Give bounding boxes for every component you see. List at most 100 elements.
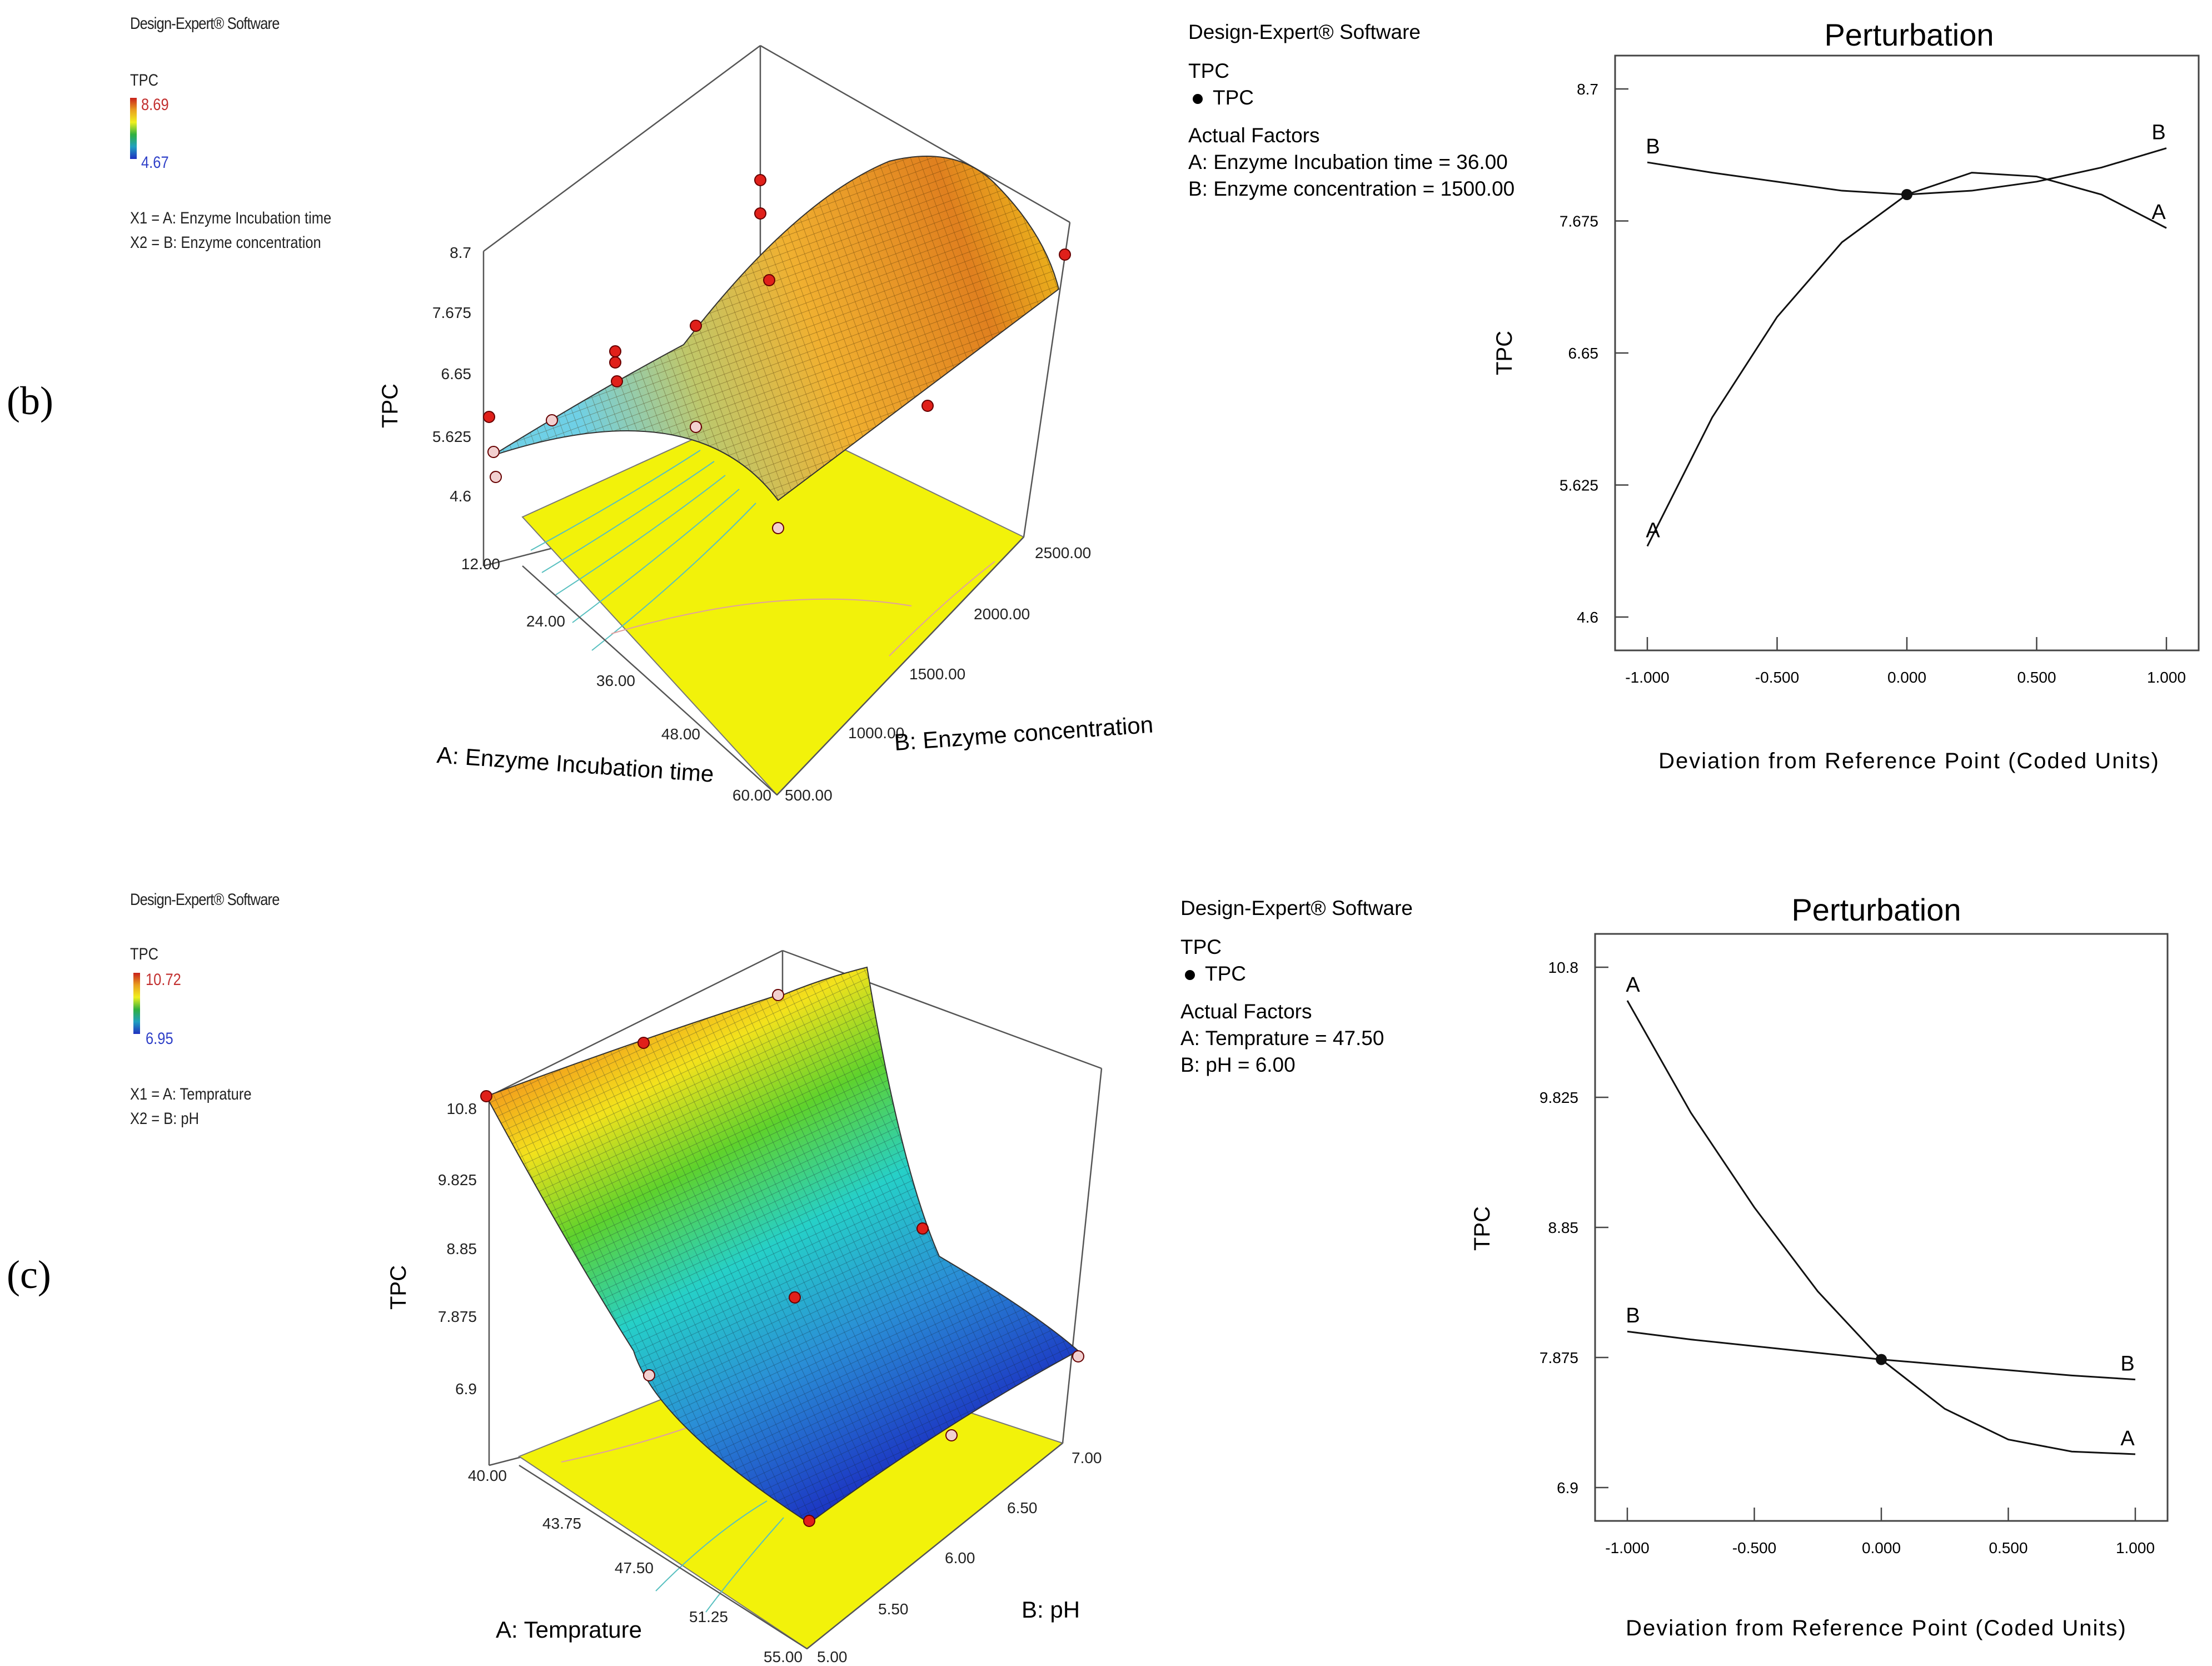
surface-c-software-header: Design-Expert® Software bbox=[130, 891, 280, 909]
surface-b-a-tick: 12.00 bbox=[461, 555, 500, 573]
chart-title: Perturbation bbox=[1791, 892, 1961, 927]
x-tick-label: -0.500 bbox=[1732, 1539, 1776, 1556]
surface-c-a-tick: 47.50 bbox=[615, 1559, 654, 1577]
y-axis-label: TPC bbox=[1470, 1206, 1494, 1251]
surface-b-b-ticks: 500.00 1000.00 1500.00 2000.00 2500.00 bbox=[785, 544, 1091, 804]
surface-b-color-low: 4.67 bbox=[141, 153, 169, 172]
factors-c: Design-Expert® Software TPC TPC Actual F… bbox=[1180, 895, 1413, 1078]
surface-b-software-header: Design-Expert® Software bbox=[130, 14, 280, 33]
surface-c-b-tick: 6.00 bbox=[945, 1549, 975, 1566]
y-tick-label: 7.675 bbox=[1560, 213, 1598, 230]
surface-c-b-tick: 5.00 bbox=[817, 1648, 848, 1665]
surface-c-b-ticks: 5.00 5.50 6.00 6.50 7.00 bbox=[817, 1449, 1102, 1665]
surface-b-z-tick: 8.7 bbox=[450, 244, 471, 261]
surface-b-b-tick: 500.00 bbox=[785, 787, 833, 804]
x-tick-label: 1.000 bbox=[2147, 669, 2186, 686]
design-point-icon bbox=[1185, 970, 1195, 981]
x-tick-label: -0.500 bbox=[1755, 669, 1799, 686]
factors-b-legend-entry: TPC bbox=[1188, 84, 1514, 111]
factors-b: Design-Expert® Software TPC TPC Actual F… bbox=[1188, 19, 1514, 202]
y-tick-label: 6.65 bbox=[1568, 345, 1599, 362]
factors-c-title: Actual Factors bbox=[1180, 1000, 1312, 1023]
factors-b-b: B: Enzyme concentration = 1500.00 bbox=[1188, 177, 1515, 200]
series-A-end-label: A bbox=[2151, 201, 2166, 224]
reference-point bbox=[1876, 1354, 1887, 1365]
series-A-start-label: A bbox=[1626, 973, 1640, 997]
y-tick-label: 6.9 bbox=[1557, 1479, 1578, 1496]
surface-b-b-tick: 2000.00 bbox=[974, 605, 1030, 623]
factors-c-a: A: Temprature = 47.50 bbox=[1180, 1027, 1384, 1050]
surface-b-a-ticks: 12.00 24.00 36.00 48.00 60.00 bbox=[461, 555, 771, 804]
surface-c-x1: X1 = A: Temprature bbox=[130, 1085, 252, 1103]
series-B-end-label: B bbox=[2120, 1352, 2134, 1376]
surface-b-a-tick: 48.00 bbox=[661, 725, 700, 743]
x-tick-label: 0.500 bbox=[2017, 669, 2056, 686]
x-axis-label: Deviation from Reference Point (Coded Un… bbox=[1658, 749, 2160, 773]
y-tick-label: 10.8 bbox=[1548, 959, 1579, 976]
series-A-line bbox=[1626, 1000, 2136, 1455]
y-tick-label: 5.625 bbox=[1560, 477, 1598, 494]
x-tick-label: 1.000 bbox=[2116, 1539, 2155, 1556]
panel-label-b: (b) bbox=[7, 379, 53, 423]
panel-label-c: (c) bbox=[7, 1252, 51, 1297]
surface-c-b-tick: 7.00 bbox=[1072, 1449, 1102, 1466]
surface-c-response-name: TPC bbox=[130, 945, 158, 963]
surface-b-a-tick: 36.00 bbox=[596, 672, 635, 689]
surface-c-b-tick: 6.50 bbox=[1007, 1499, 1038, 1516]
plot-frame bbox=[1594, 933, 2169, 1522]
surface-b-colorbar bbox=[130, 98, 137, 159]
surface-b-z-tick: 6.65 bbox=[441, 365, 472, 382]
surface-b-x2: X2 = B: Enzyme concentration bbox=[130, 233, 321, 252]
y-tick-label: 8.85 bbox=[1548, 1219, 1579, 1236]
y-tick-label: 7.875 bbox=[1540, 1349, 1578, 1366]
surface-b-z-label: TPC bbox=[378, 384, 402, 428]
surface-b-response-name: TPC bbox=[130, 71, 158, 89]
factors-b-title: Actual Factors bbox=[1188, 124, 1320, 147]
surface-b-floor-contours bbox=[530, 450, 995, 657]
surface-c-z-tick: 10.8 bbox=[447, 1100, 477, 1117]
reference-point bbox=[1901, 189, 1912, 200]
series-A-line bbox=[1646, 172, 2167, 547]
surface-b-z-tick: 5.625 bbox=[432, 428, 471, 445]
series-B-start-label: B bbox=[1646, 135, 1660, 158]
surface-b-legend: TPC bbox=[130, 71, 163, 90]
factors-c-legend-entry: TPC bbox=[1180, 961, 1413, 987]
surface-c-a-tick: 55.00 bbox=[764, 1648, 803, 1665]
surface-c-b-tick: 5.50 bbox=[878, 1600, 909, 1618]
surface-b-design-points bbox=[483, 174, 1071, 534]
factors-b-a: A: Enzyme Incubation time = 36.00 bbox=[1188, 151, 1508, 173]
surface-b-b-tick: 2500.00 bbox=[1035, 544, 1091, 561]
surface-c-colorbar bbox=[133, 973, 140, 1034]
surface-b-b-tick: 1500.00 bbox=[909, 665, 965, 683]
design-point-icon bbox=[1193, 94, 1203, 105]
y-tick-label: 8.7 bbox=[1577, 81, 1598, 98]
factors-c-response: TPC bbox=[1180, 936, 1222, 958]
surface-c-a-ticks: 40.00 43.75 47.50 51.25 55.00 bbox=[468, 1467, 803, 1665]
surface-c-x2: X2 = B: pH bbox=[130, 1110, 200, 1128]
surface-c-a-tick: 51.25 bbox=[689, 1608, 728, 1625]
surface-c-a-tick: 43.75 bbox=[542, 1515, 581, 1532]
surface-c-z-ticks: 6.9 7.875 8.85 9.825 10.8 bbox=[438, 1100, 477, 1398]
factors-c-header: Design-Expert® Software bbox=[1180, 897, 1413, 919]
chart-title: Perturbation bbox=[1824, 17, 1994, 52]
surface-b-a-tick: 60.00 bbox=[733, 787, 771, 804]
factors-c-b: B: pH = 6.00 bbox=[1180, 1053, 1296, 1076]
surface-c-a-tick: 40.00 bbox=[468, 1467, 507, 1484]
surface-b-b-tick: 1000.00 bbox=[848, 724, 904, 742]
surface-c-z-tick: 8.85 bbox=[447, 1240, 477, 1257]
series-A-start-label: A bbox=[1646, 519, 1660, 543]
surface-c-z-label: TPC bbox=[386, 1265, 411, 1310]
surface-b-x1: X1 = A: Enzyme Incubation time bbox=[130, 209, 332, 227]
x-tick-label: 0.000 bbox=[1887, 669, 1926, 686]
x-tick-label: -1.000 bbox=[1625, 669, 1669, 686]
surface-b-a-tick: 24.00 bbox=[526, 613, 565, 630]
surface-b-color-high: 8.69 bbox=[141, 96, 169, 114]
surface-c-a-label: A: Temprature bbox=[496, 1617, 642, 1643]
surface-b-z-ticks: 4.6 5.625 6.65 7.675 8.7 bbox=[432, 244, 471, 505]
x-tick-label: -1.000 bbox=[1605, 1539, 1649, 1556]
surface-c-z-tick: 9.825 bbox=[438, 1171, 477, 1188]
surface-b-factor-list: X1 = A: Enzyme Incubation time X2 = B: E… bbox=[130, 209, 367, 252]
